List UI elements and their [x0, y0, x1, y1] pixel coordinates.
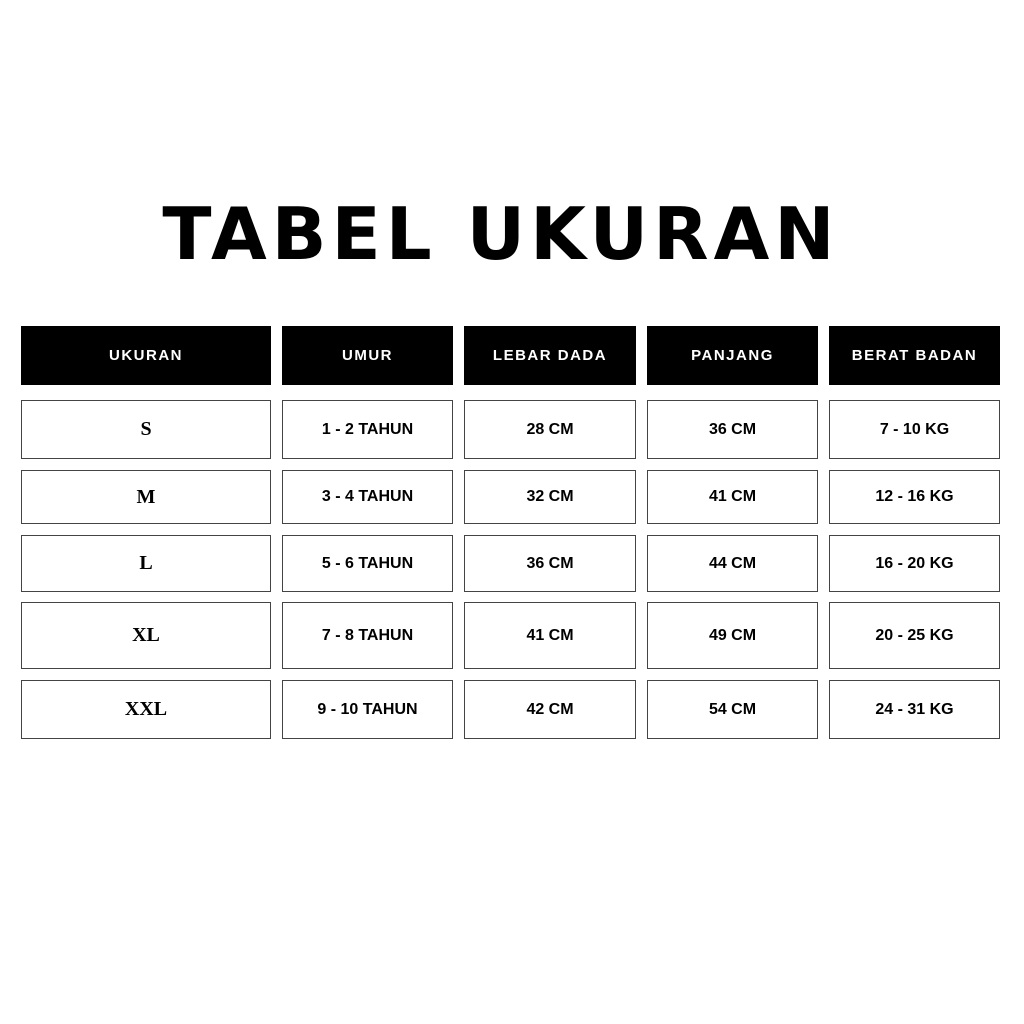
cell-age: 7 - 8 TAHUN [282, 602, 453, 669]
header-length: PANJANG [647, 326, 818, 385]
cell-chest-width: 41 CM [464, 602, 636, 669]
cell-chest-width: 42 CM [464, 680, 636, 739]
cell-length: 36 CM [647, 400, 818, 459]
cell-length: 41 CM [647, 470, 818, 524]
cell-weight: 20 - 25 KG [829, 602, 1000, 669]
cell-size: M [21, 470, 271, 524]
cell-weight: 16 - 20 KG [829, 535, 1000, 592]
header-weight: BERAT BADAN [829, 326, 1000, 385]
cell-size: S [21, 400, 271, 459]
cell-chest-width: 36 CM [464, 535, 636, 592]
cell-size: XL [21, 602, 271, 669]
cell-chest-width: 32 CM [464, 470, 636, 524]
cell-weight: 24 - 31 KG [829, 680, 1000, 739]
cell-length: 49 CM [647, 602, 818, 669]
cell-size: XXL [21, 680, 271, 739]
cell-weight: 12 - 16 KG [829, 470, 1000, 524]
header-age: UMUR [282, 326, 453, 385]
header-chest-width: LEBAR DADA [464, 326, 636, 385]
header-size: UKURAN [21, 326, 271, 385]
cell-length: 54 CM [647, 680, 818, 739]
cell-age: 5 - 6 TAHUN [282, 535, 453, 592]
cell-age: 1 - 2 TAHUN [282, 400, 453, 459]
page-title: TABEL UKURAN [162, 192, 840, 276]
cell-age: 3 - 4 TAHUN [282, 470, 453, 524]
cell-size: L [21, 535, 271, 592]
cell-chest-width: 28 CM [464, 400, 636, 459]
cell-age: 9 - 10 TAHUN [282, 680, 453, 739]
cell-length: 44 CM [647, 535, 818, 592]
cell-weight: 7 - 10 KG [829, 400, 1000, 459]
